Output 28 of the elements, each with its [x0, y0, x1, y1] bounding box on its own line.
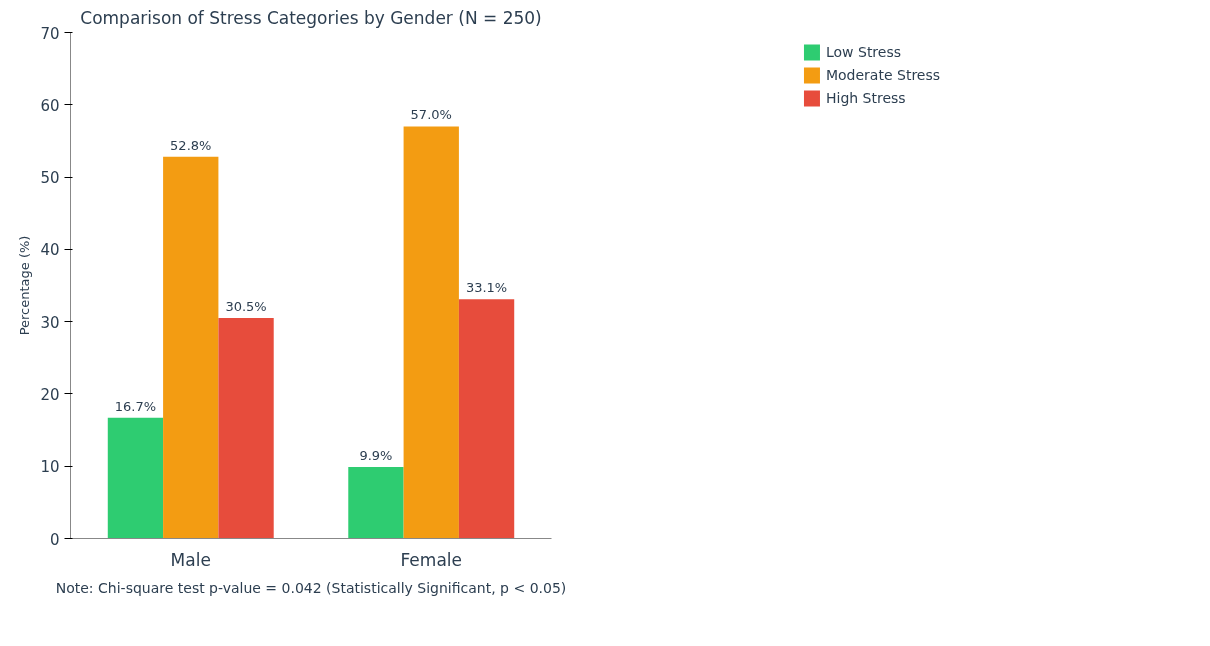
bar — [348, 466, 404, 539]
y-tick-label: 70 — [40, 24, 60, 43]
legend-label: Moderate Stress — [825, 67, 941, 83]
y-tick-label: 50 — [40, 169, 60, 188]
text: Note: Chi-square test p-value = 0.042 (Statistically Significant, p < 0.05) — [55, 579, 567, 596]
data-label: 57.0% — [410, 107, 452, 123]
data-label: 30.5% — [225, 299, 267, 315]
y-tick-label: 60 — [40, 96, 60, 115]
y-tick-label: 0 — [49, 530, 60, 549]
x-tick-label: Female — [400, 549, 462, 570]
bar — [218, 318, 274, 539]
bar — [163, 156, 219, 539]
x-tick-label: Male — [170, 549, 211, 570]
bar — [403, 126, 459, 539]
y-tick-label: 40 — [40, 241, 60, 260]
legend-label: High Stress — [825, 90, 906, 106]
chart-title: Comparison of Stress Categories by Gender (N = 250) — [80, 7, 542, 28]
bar — [458, 299, 515, 539]
y-tick-label: 30 — [40, 313, 60, 332]
legend-label: Low Stress — [825, 44, 902, 60]
data-label: 9.9% — [359, 447, 393, 463]
y-axis-title: Percentage (%) — [17, 235, 33, 336]
data-label: 52.8% — [170, 137, 212, 153]
data-label: 33.1% — [465, 280, 508, 296]
bar — [107, 417, 164, 539]
y-tick-label: 10 — [40, 458, 60, 477]
y-tick-label: 20 — [40, 385, 60, 404]
data-label: 16.7% — [114, 398, 157, 414]
